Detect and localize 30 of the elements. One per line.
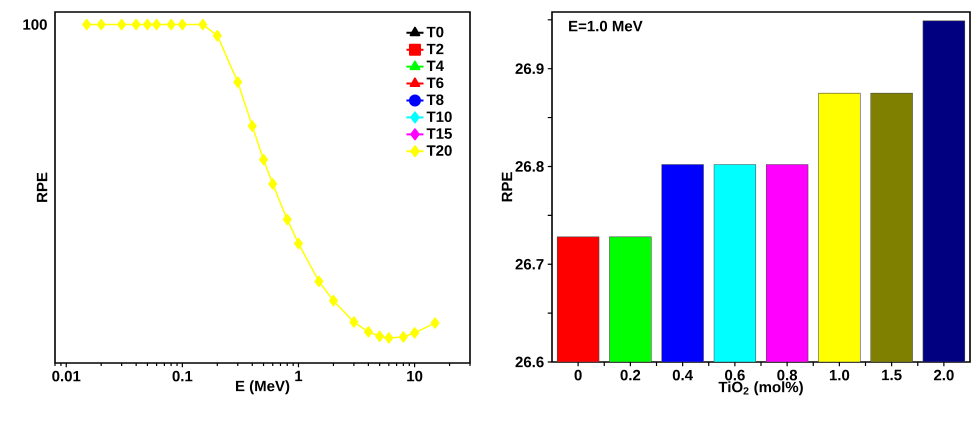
legend-label: T4 <box>426 60 444 71</box>
text: 100 <box>23 19 47 30</box>
legend-label: T2 <box>426 44 444 54</box>
legend-label: T15 <box>426 128 452 139</box>
y-tick-label: 26.7 <box>516 258 544 270</box>
x-tick-label: 0 <box>574 370 582 380</box>
x-tick-label: 0.1 <box>172 370 192 382</box>
legend-label: T20 <box>426 145 452 156</box>
y-axis-title: RPE <box>36 172 48 202</box>
x-tick-label: 0.4 <box>672 370 693 380</box>
x-tick-label: 1.5 <box>882 370 902 380</box>
x-axis-title: E (MeV) <box>236 380 290 394</box>
x-tick-label: 0.2 <box>620 370 640 380</box>
x-axis-title: TiO$_{2}$ (mol%) <box>718 381 803 396</box>
y-tick-label: 26.6 <box>516 356 544 368</box>
y-tick-label: 26.9 <box>516 63 544 74</box>
legend-label: T8 <box>426 94 444 106</box>
y-tick-label: 26.8 <box>516 161 544 172</box>
legend-label: T10 <box>426 111 452 122</box>
x-tick-label: 10 <box>407 370 422 382</box>
x-tick-label: 1.0 <box>830 370 850 380</box>
x-tick-label: 2.0 <box>934 370 954 380</box>
legend-label: T0 <box>426 26 444 38</box>
x-tick-label: 0.01 <box>52 370 80 382</box>
y-axis-title: RPE <box>502 172 512 202</box>
x-tick-label: 0.8 <box>777 370 798 380</box>
annotation: E=1.0 MeV <box>569 20 643 32</box>
x-tick-label: 1 <box>295 370 302 382</box>
legend-label: T6 <box>426 77 444 88</box>
x-tick-label: 0.6 <box>725 370 745 380</box>
